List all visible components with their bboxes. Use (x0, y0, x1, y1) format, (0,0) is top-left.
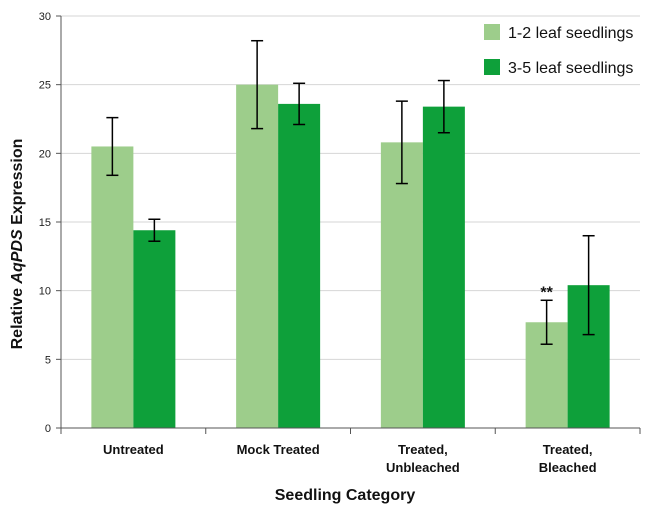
error-bars (106, 39, 595, 345)
y-tick-label: 5 (45, 354, 51, 366)
y-axis-title: Relative AqPDS Expression (9, 139, 26, 350)
y-axis-title-part-3: Expression (9, 139, 26, 230)
bar-1-2 (236, 84, 279, 429)
x-category-label: Untreated (103, 442, 164, 457)
x-category-label: Treated, Unbleached (386, 442, 460, 475)
legend-swatch-2 (484, 59, 500, 75)
x-category-label: Mock Treated (237, 442, 320, 457)
y-axis-title-part-1: Relative (9, 284, 26, 350)
bar-1-3 (380, 142, 423, 428)
bar-1-1 (91, 146, 134, 428)
bar-2-1 (133, 230, 176, 428)
legend: 1-2 leaf seedlings 3-5 leaf seedlings (484, 24, 633, 77)
legend-swatch-1 (484, 24, 500, 40)
y-tick-labels: 0 5 10 15 20 25 30 (39, 11, 61, 435)
y-tick-label: 10 (39, 286, 51, 298)
x-category-label: Treated, Bleached (539, 442, 597, 475)
legend-label-2: 3-5 leaf seedlings (508, 60, 633, 77)
y-tick-label: 0 (45, 423, 51, 435)
bar-2-3 (422, 106, 465, 428)
legend-label-1: 1-2 leaf seedlings (508, 25, 633, 42)
y-tick-label: 25 (39, 80, 51, 92)
y-tick-label: 15 (39, 217, 51, 229)
y-tick-label: 20 (39, 148, 51, 160)
x-category-labels: Untreated Mock Treated Treated, Unbleached T… (103, 442, 597, 475)
annotations: ** (540, 284, 553, 301)
bars (91, 84, 610, 429)
bar-2-2 (278, 103, 321, 428)
y-tick-label: 30 (39, 11, 51, 23)
y-axis-title-part-2: AqPDS (9, 229, 26, 285)
significance-annotation: ** (540, 284, 553, 301)
x-axis-title: Seedling Category (275, 487, 416, 504)
